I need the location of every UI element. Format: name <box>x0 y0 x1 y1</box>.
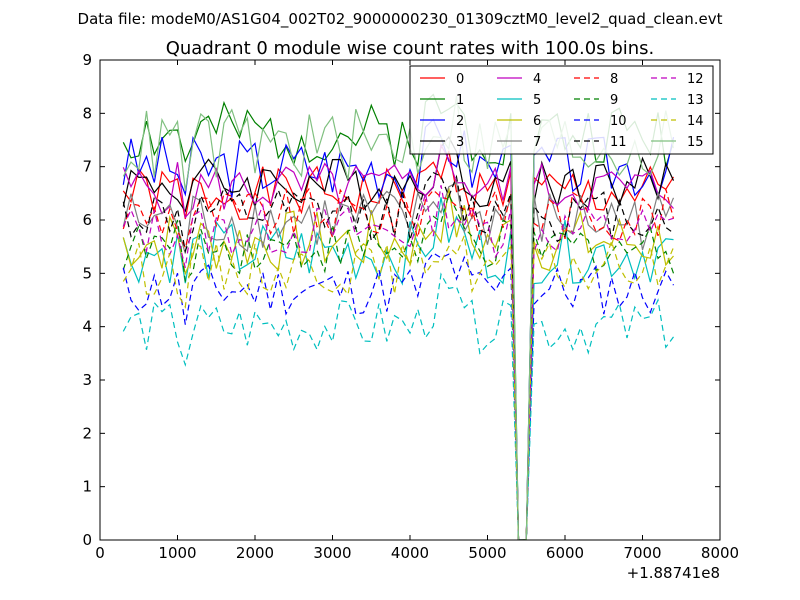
y-tick-label: 2 <box>82 424 92 442</box>
y-tick-label: 3 <box>82 371 92 389</box>
x-tick-label: 6000 <box>546 544 584 562</box>
x-tick-label: 2000 <box>236 544 274 562</box>
legend-label-6: 6 <box>533 114 541 129</box>
legend-label-15: 15 <box>687 135 704 150</box>
legend-label-2: 2 <box>456 114 464 129</box>
series-line-8 <box>122 186 675 540</box>
y-tick-label: 4 <box>82 318 92 336</box>
series-line-13 <box>122 272 674 540</box>
series-line-6 <box>122 188 674 540</box>
legend-label-1: 1 <box>456 93 464 108</box>
legend-label-9: 9 <box>610 93 618 108</box>
series-line-5 <box>122 197 674 540</box>
series-line-1 <box>122 93 675 540</box>
legend-label-12: 12 <box>687 72 704 87</box>
x-tick-label: 0 <box>95 544 105 562</box>
y-tick-label: 1 <box>82 478 92 496</box>
series-layer <box>122 93 675 540</box>
legend-label-5: 5 <box>533 93 541 108</box>
legend-label-11: 11 <box>610 135 627 150</box>
series-line-15 <box>122 95 675 540</box>
legend-label-14: 14 <box>687 114 704 129</box>
series-line-12 <box>122 185 674 540</box>
legend-label-0: 0 <box>456 72 464 87</box>
legend-label-4: 4 <box>533 72 541 87</box>
y-tick-label: 7 <box>82 158 92 176</box>
y-tick-label: 6 <box>82 211 92 229</box>
series-line-9 <box>122 193 675 540</box>
series-line-11 <box>122 171 674 540</box>
series-line-0 <box>122 150 675 540</box>
series-line-14 <box>122 233 675 540</box>
legend-label-7: 7 <box>533 135 541 150</box>
y-tick-label: 8 <box>82 104 92 122</box>
x-tick-label: 8000 <box>701 544 739 562</box>
x-offset-label: +1.88741e8 <box>627 564 720 582</box>
x-tick-label: 5000 <box>468 544 506 562</box>
x-tick-label: 3000 <box>313 544 351 562</box>
legend-label-13: 13 <box>687 93 704 108</box>
legend-label-3: 3 <box>456 135 464 150</box>
y-tick-label: 9 <box>82 51 92 69</box>
legend-label-10: 10 <box>610 114 627 129</box>
x-tick-label: 7000 <box>623 544 661 562</box>
x-tick-label: 1000 <box>158 544 196 562</box>
y-tick-label: 5 <box>82 264 92 282</box>
legend-box <box>409 65 714 155</box>
chart-suptitle: Data file: modeM0/AS1G04_002T02_90000002… <box>78 10 723 29</box>
series-line-10 <box>122 252 675 540</box>
x-axis: 0 1000 2000 3000 4000 5000 6000 7000 8000 <box>95 60 739 562</box>
y-tick-label: 0 <box>82 531 92 549</box>
chart-title: Quadrant 0 module wise count rates with … <box>166 38 655 59</box>
legend-label-8: 8 <box>610 72 618 87</box>
x-tick-label: 4000 <box>391 544 429 562</box>
series-line-2 <box>122 118 675 540</box>
